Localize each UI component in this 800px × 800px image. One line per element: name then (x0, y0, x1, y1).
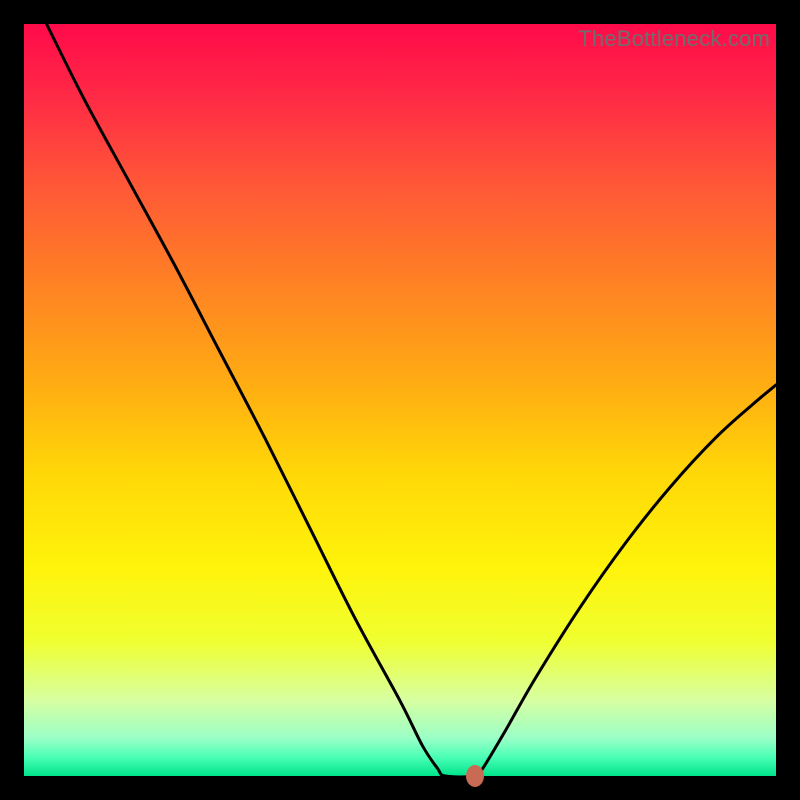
plot-area (24, 24, 776, 776)
chart-frame: TheBottleneck.com (0, 0, 800, 800)
optimum-marker (466, 765, 484, 787)
bottleneck-curve (24, 24, 776, 776)
curve-path (47, 24, 776, 776)
watermark-text: TheBottleneck.com (578, 26, 770, 52)
